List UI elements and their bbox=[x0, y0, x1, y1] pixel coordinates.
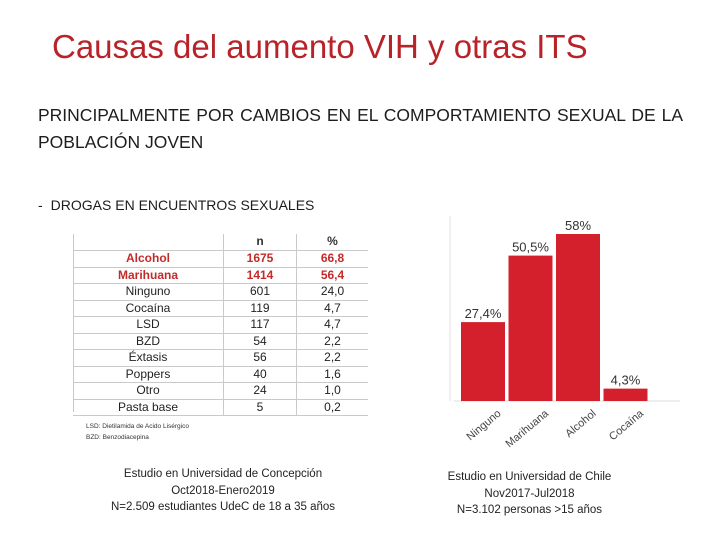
chart-data-label: 4,3% bbox=[611, 373, 641, 388]
table-cell-n: 56 bbox=[223, 349, 297, 367]
table-row: Otro 24 1,0 bbox=[73, 382, 368, 400]
table-row: Marihuana 1414 56,4 bbox=[73, 267, 368, 284]
table-cell-n: 1414 bbox=[223, 267, 297, 284]
table-cell-label: LSD bbox=[73, 316, 224, 334]
drug-use-table: n % Alcohol 1675 66,8 Marihuana 1414 56,4 Ning… bbox=[73, 234, 368, 416]
table-header-row: n % bbox=[73, 234, 368, 251]
table-cell-n: 601 bbox=[223, 283, 297, 301]
table-row: Poppers 40 1,6 bbox=[73, 366, 368, 383]
table-cell-pct: 66,8 bbox=[296, 250, 368, 268]
chart-category-label: Ninguno bbox=[464, 408, 503, 444]
table-cell-n: 40 bbox=[223, 366, 297, 383]
caption-left-line3: N=2.509 estudiantes UdeC de 18 a 35 años bbox=[110, 501, 336, 513]
caption-left-line1: Estudio en Universidad de Concepción bbox=[123, 468, 323, 480]
table-footnotes: LSD: Dietilamida de Acido Lisérgico BZD:… bbox=[86, 421, 189, 443]
chart-category-label: Alcohol bbox=[563, 408, 598, 440]
table-cell-n: 5 bbox=[223, 399, 297, 416]
chart-category-label: Marihuana bbox=[504, 407, 552, 450]
table-cell-pct: 1,0 bbox=[296, 382, 368, 400]
study-caption-chile: Estudio en Universidad de Chile Nov2017-… bbox=[422, 469, 637, 519]
table-cell-pct: 4,7 bbox=[296, 300, 368, 317]
table-cell-n: 54 bbox=[223, 333, 297, 350]
drug-table-container: n % Alcohol 1675 66,8 Marihuana 1414 56,4 Ning… bbox=[73, 234, 368, 416]
caption-left-line2: Oct2018-Enero2019 bbox=[171, 484, 275, 497]
table-cell-n: 119 bbox=[223, 300, 297, 317]
table-cell-label: Otro bbox=[73, 382, 224, 400]
table-row: BZD 54 2,2 bbox=[73, 333, 368, 350]
chart-data-label: 50,5% bbox=[512, 240, 549, 255]
table-cell-n: 1675 bbox=[223, 250, 297, 268]
table-cell-n: 24 bbox=[223, 382, 297, 400]
slide-title: Causas del aumento VIH y otras ITS bbox=[52, 28, 588, 65]
slide-subtitle: PRINCIPALMENTE POR CAMBIOS EN EL COMPORT… bbox=[38, 105, 683, 152]
table-cell-label: Marihuana bbox=[73, 267, 224, 284]
table-cell-label: Ninguno bbox=[73, 283, 224, 301]
table-cell-pct: 2,2 bbox=[296, 333, 368, 350]
footnote-bzd: BZD: Benzodiacepina bbox=[86, 434, 149, 441]
caption-right-line2: Nov2017-Jul2018 bbox=[484, 487, 575, 500]
table-row: Éxtasis 56 2,2 bbox=[73, 349, 368, 367]
chart-data-label: 27,4% bbox=[465, 306, 502, 321]
table-header-n: n bbox=[223, 234, 297, 251]
table-cell-pct: 4,7 bbox=[296, 316, 368, 334]
table-cell-pct: 2,2 bbox=[296, 349, 368, 367]
bullet-text: DROGAS EN ENCUENTROS SEXUALES bbox=[50, 197, 315, 213]
chart-category-label: Cocaína bbox=[607, 407, 647, 443]
table-cell-pct: 1,6 bbox=[296, 366, 368, 383]
drug-bar-chart: 27,4% Ninguno 50,5% Marihuana 58% Alcohol 4,3%… bbox=[449, 216, 680, 450]
chart-bar bbox=[603, 388, 648, 401]
table-cell-label: Cocaína bbox=[73, 300, 224, 317]
table-row: Cocaína 119 4,7 bbox=[73, 300, 368, 317]
table-cell-pct: 0,2 bbox=[296, 399, 368, 416]
table-header-pct: % bbox=[296, 234, 368, 251]
table-cell-pct: 56,4 bbox=[296, 267, 368, 284]
table-cell-label: Pasta base bbox=[73, 399, 224, 416]
table-header-label bbox=[73, 234, 224, 251]
table-row: Ninguno 601 24,0 bbox=[73, 283, 368, 301]
chart-bar bbox=[508, 255, 553, 401]
table-row: Alcohol 1675 66,8 bbox=[73, 250, 368, 268]
table-cell-pct: 24,0 bbox=[296, 283, 368, 301]
table-row: Pasta base 5 0,2 bbox=[73, 399, 368, 416]
bullet-item: - DROGAS EN ENCUENTROS SEXUALES bbox=[38, 197, 314, 213]
table-row: LSD 117 4,7 bbox=[73, 316, 368, 334]
table-cell-n: 117 bbox=[223, 316, 297, 334]
study-caption-concepcion: Estudio en Universidad de Concepción Oct… bbox=[88, 466, 358, 516]
chart-bar bbox=[556, 234, 600, 401]
table-cell-label: Alcohol bbox=[73, 250, 224, 268]
bullet-dash: - bbox=[38, 197, 43, 213]
table-cell-label: BZD bbox=[73, 333, 224, 350]
caption-right-line3: N=3.102 personas >15 años bbox=[456, 504, 603, 516]
chart-bar bbox=[461, 322, 505, 401]
caption-right-line1: Estudio en Universidad de Chile bbox=[447, 471, 612, 483]
table-cell-label: Poppers bbox=[73, 366, 224, 383]
footnote-lsd: LSD: Dietilamida de Acido Lisérgico bbox=[86, 423, 189, 430]
chart-data-label: 58% bbox=[565, 218, 591, 233]
table-cell-label: Éxtasis bbox=[73, 349, 224, 367]
